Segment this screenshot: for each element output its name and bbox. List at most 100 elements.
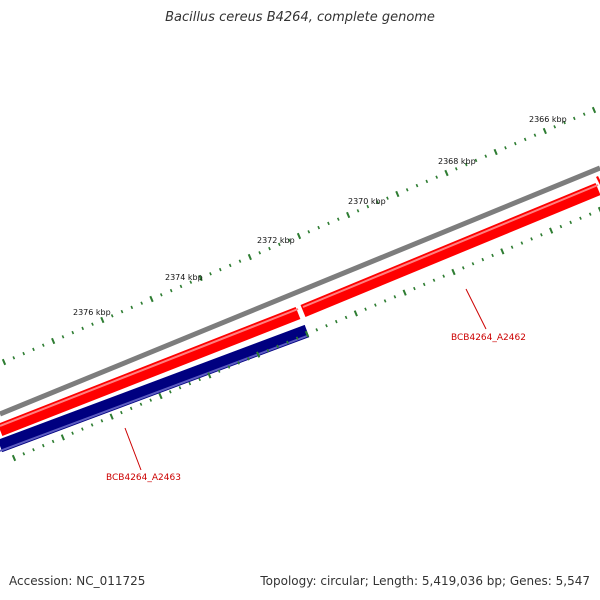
- inner-scale-major-tick: [353, 310, 358, 317]
- inner-scale-minor-tick: [247, 357, 250, 361]
- inner-scale-major-tick: [109, 413, 114, 420]
- map-title: Bacillus cereus B4264, complete genome: [165, 10, 435, 25]
- inner-scale-minor-tick: [227, 365, 231, 369]
- outer-scale-minor-tick: [563, 120, 566, 125]
- inner-scale-minor-tick: [325, 324, 328, 328]
- inner-scale-minor-tick: [520, 241, 524, 245]
- outer-scale-minor-tick: [218, 267, 222, 272]
- inner-scale-minor-tick: [168, 390, 172, 394]
- inner-scale-minor-tick: [51, 439, 55, 444]
- inner-scale-major-tick: [549, 227, 554, 234]
- gene-bar-BCB4264_A2462[interactable]: [300, 182, 600, 318]
- outer-scale-minor-tick: [425, 179, 429, 184]
- outer-scale-minor-tick: [159, 293, 163, 297]
- outer-scale-minor-tick: [189, 280, 193, 284]
- inner-scale-minor-tick: [334, 319, 338, 324]
- outer-scale-minor-tick: [287, 238, 291, 242]
- inner-scale-minor-tick: [374, 303, 377, 307]
- outer-scale-minor-tick: [533, 133, 537, 137]
- inner-scale-minor-tick: [559, 224, 563, 229]
- inner-scale-major-tick: [597, 206, 600, 213]
- outer-scale-minor-tick: [454, 167, 458, 171]
- outer-scale-minor-tick: [336, 217, 340, 221]
- inner-scale-major-tick: [402, 289, 407, 296]
- gene-label-A2463[interactable]: BCB4264_A2463: [106, 473, 181, 483]
- outer-scale-major-tick: [493, 148, 498, 156]
- outer-scale-minor-tick: [32, 347, 35, 352]
- outer-scale-minor-tick: [169, 288, 173, 293]
- forward-strand-track: [0, 175, 600, 437]
- outer-scale-minor-tick: [268, 246, 271, 251]
- inner-scale-minor-tick: [344, 315, 348, 320]
- outer-scale-minor-tick: [41, 343, 45, 347]
- gene-label-A2462[interactable]: BCB4264_A2462: [451, 333, 526, 343]
- outer-scale-minor-tick: [238, 259, 242, 263]
- inner-scale-minor-tick: [276, 344, 280, 349]
- scale-label-2366: 2366 kbp: [529, 115, 567, 124]
- outer-scale-minor-tick: [386, 196, 389, 200]
- inner-scale-minor-tick: [237, 361, 240, 365]
- inner-scale-minor-tick: [471, 262, 475, 266]
- inner-scale-minor-tick: [579, 216, 582, 220]
- outer-scale-minor-tick: [464, 162, 468, 167]
- scale-labels: 2366 kbp 2368 kbp 2370 kbp 2372 kbp 2374…: [73, 115, 567, 317]
- inner-scale-minor-tick: [588, 212, 592, 216]
- gene-highlight-left: [0, 308, 299, 427]
- inner-scale-minor-tick: [139, 402, 143, 406]
- outer-scale-minor-tick: [484, 154, 488, 158]
- inner-scale-minor-tick: [71, 431, 74, 435]
- inner-scale-minor-tick: [81, 427, 84, 431]
- inner-scale-minor-tick: [188, 381, 192, 386]
- outer-scale-major-tick: [346, 211, 351, 219]
- inner-scale-minor-tick: [510, 245, 514, 249]
- outer-scale-minor-tick: [140, 301, 144, 305]
- outer-scale-minor-tick: [307, 230, 311, 234]
- inner-scale-minor-tick: [540, 233, 543, 237]
- outer-scale-minor-tick: [474, 158, 478, 163]
- inner-tick-scale: [11, 206, 600, 462]
- gene-label-group-A2462: BCB4264_A2462: [451, 288, 526, 343]
- scale-label-2376: 2376 kbp: [73, 308, 111, 317]
- leader-line-A2462: [465, 288, 487, 330]
- inner-scale-minor-tick: [129, 406, 133, 411]
- scale-label-2374: 2374 kbp: [165, 273, 203, 282]
- outer-scale-minor-tick: [356, 209, 360, 213]
- outer-scale-minor-tick: [317, 225, 321, 230]
- outer-scale-minor-tick: [130, 305, 134, 310]
- genome-summary-text: Topology: circular; Length: 5,419,036 bp…: [260, 574, 590, 588]
- outer-scale-minor-tick: [435, 175, 439, 179]
- outer-scale-minor-tick: [179, 284, 183, 289]
- outer-scale-major-tick: [591, 106, 597, 114]
- outer-scale-major-tick: [296, 232, 302, 240]
- gene-bar-BCB4264_A2463[interactable]: [0, 324, 310, 453]
- inner-scale-minor-tick: [364, 307, 367, 311]
- outer-scale-minor-tick: [513, 141, 517, 146]
- inner-scale-major-tick: [500, 248, 505, 255]
- inner-scale-minor-tick: [198, 377, 201, 382]
- outer-scale-minor-tick: [228, 263, 232, 268]
- outer-scale-minor-tick: [366, 204, 370, 209]
- outer-scale-minor-tick: [209, 272, 212, 276]
- inner-scale-minor-tick: [22, 452, 26, 456]
- inner-scale-minor-tick: [178, 386, 182, 390]
- inner-scale-minor-tick: [432, 278, 436, 282]
- outer-scale-minor-tick: [91, 322, 94, 326]
- outer-scale-minor-tick: [376, 200, 380, 205]
- outer-scale-minor-tick: [582, 112, 586, 116]
- outer-scale-major-tick: [1, 358, 7, 366]
- outer-scale-major-tick: [395, 190, 400, 198]
- gene-highlight-reverse: [0, 335, 308, 452]
- genome-backbone: [0, 165, 600, 417]
- inner-scale-minor-tick: [295, 336, 299, 340]
- inner-scale-major-tick: [60, 434, 65, 441]
- outer-scale-major-tick: [51, 337, 56, 345]
- inner-scale-minor-tick: [530, 237, 533, 241]
- gene-label-group-A2463: BCB4264_A2463: [106, 427, 181, 483]
- reverse-strand-track: [0, 324, 310, 453]
- inner-scale-major-tick: [256, 351, 261, 358]
- outer-scale-minor-tick: [572, 116, 576, 121]
- leader-line-A2463: [124, 427, 142, 471]
- gene-bar-forward-left[interactable]: [0, 306, 301, 437]
